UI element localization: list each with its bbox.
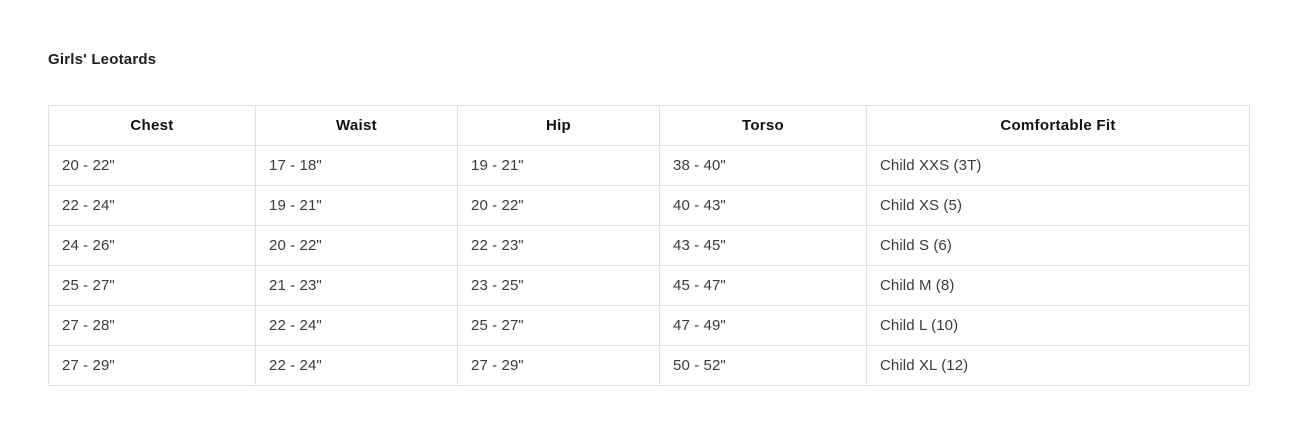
cell-hip: 19 - 21" [457,145,660,186]
cell-fit: Child XS (5) [866,185,1250,226]
cell-hip: 27 - 29" [457,345,660,386]
page-title: Girls' Leotards [48,51,157,68]
column-header-hip: Hip [457,105,660,146]
cell-chest: 24 - 26" [48,225,256,266]
size-chart-page: Girls' Leotards Chest Waist Hip Torso Co… [48,51,1250,386]
cell-waist: 21 - 23" [255,265,458,306]
cell-hip: 20 - 22" [457,185,660,226]
cell-fit: Child M (8) [866,265,1250,306]
cell-torso: 47 - 49" [659,305,867,346]
size-chart-table: Chest Waist Hip Torso Comfortable Fit 20… [48,105,1250,386]
table-row: 20 - 22" 17 - 18" 19 - 21" 38 - 40" Chil… [48,145,1250,186]
cell-chest: 25 - 27" [48,265,256,306]
cell-torso: 38 - 40" [659,145,867,186]
cell-torso: 43 - 45" [659,225,867,266]
cell-torso: 50 - 52" [659,345,867,386]
cell-waist: 22 - 24" [255,345,458,386]
cell-waist: 17 - 18" [255,145,458,186]
cell-torso: 45 - 47" [659,265,867,306]
cell-waist: 22 - 24" [255,305,458,346]
cell-fit: Child XL (12) [866,345,1250,386]
column-header-waist: Waist [255,105,458,146]
table-row: 22 - 24" 19 - 21" 20 - 22" 40 - 43" Chil… [48,185,1250,226]
column-header-torso: Torso [659,105,867,146]
column-header-chest: Chest [48,105,256,146]
table-row: 27 - 28" 22 - 24" 25 - 27" 47 - 49" Chil… [48,305,1250,346]
cell-fit: Child XXS (3T) [866,145,1250,186]
table-row: 27 - 29" 22 - 24" 27 - 29" 50 - 52" Chil… [48,345,1250,386]
cell-waist: 20 - 22" [255,225,458,266]
cell-fit: Child L (10) [866,305,1250,346]
cell-torso: 40 - 43" [659,185,867,226]
cell-hip: 23 - 25" [457,265,660,306]
cell-fit: Child S (6) [866,225,1250,266]
table-row: 24 - 26" 20 - 22" 22 - 23" 43 - 45" Chil… [48,225,1250,266]
cell-hip: 22 - 23" [457,225,660,266]
table-header-row: Chest Waist Hip Torso Comfortable Fit [48,105,1250,146]
cell-waist: 19 - 21" [255,185,458,226]
cell-chest: 27 - 29" [48,345,256,386]
column-header-comfortable-fit: Comfortable Fit [866,105,1250,146]
cell-hip: 25 - 27" [457,305,660,346]
cell-chest: 20 - 22" [48,145,256,186]
table-row: 25 - 27" 21 - 23" 23 - 25" 45 - 47" Chil… [48,265,1250,306]
cell-chest: 27 - 28" [48,305,256,346]
cell-chest: 22 - 24" [48,185,256,226]
